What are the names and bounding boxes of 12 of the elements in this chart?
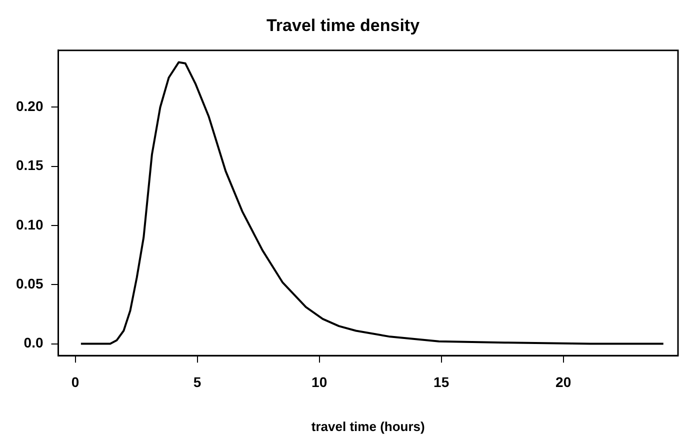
x-tick-label: 10 [312,374,328,390]
x-tick-label: 20 [556,374,572,390]
x-axis-title: travel time (hours) [311,418,425,434]
y-tick-label: 0.15 [16,157,44,174]
y-tick-label: 0.10 [16,216,44,232]
y-tick-label: 0.05 [16,275,44,292]
y-tick-label: 0.0 [24,334,44,351]
x-tick-label: 0 [71,374,80,390]
x-tick-label: 15 [434,374,450,390]
chart-title: Travel time density [266,16,420,35]
x-tick-label: 5 [193,374,202,390]
y-tick-label: 0.20 [16,98,44,114]
